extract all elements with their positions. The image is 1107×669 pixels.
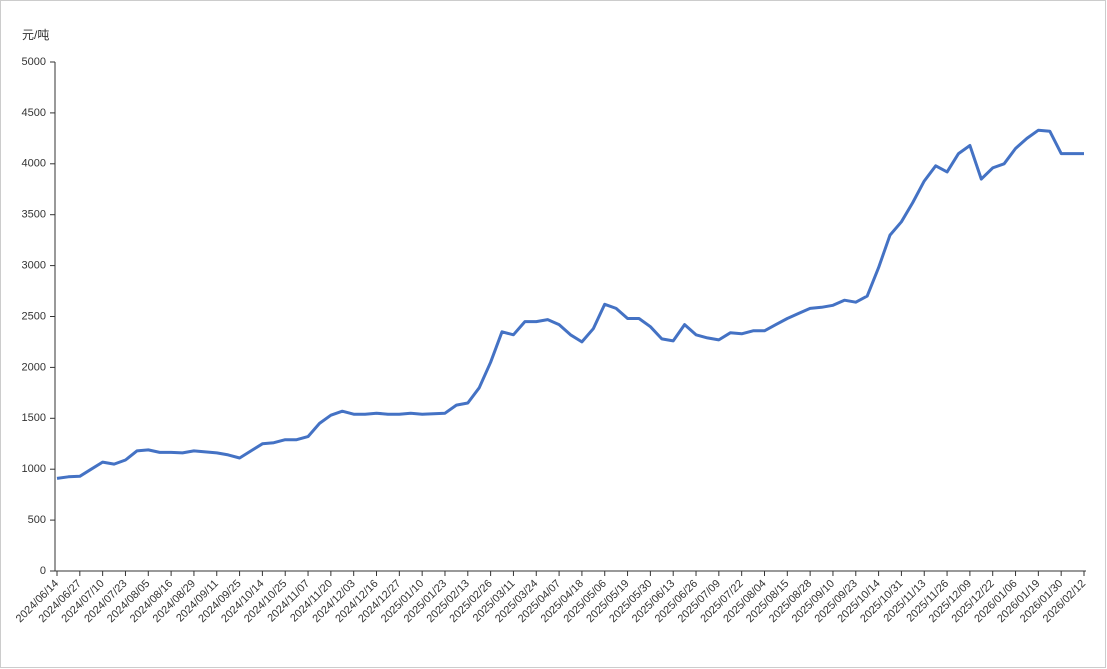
y-tick-label: 3000 — [22, 260, 46, 272]
y-unit: 元/吨 — [22, 28, 49, 42]
y-tick-label: 3500 — [22, 209, 46, 221]
y-tick-label: 500 — [28, 514, 46, 526]
y-tick-label: 1000 — [22, 463, 46, 475]
series-line — [56, 128, 1084, 480]
y-tick-label: 5000 — [22, 56, 46, 68]
y-tick-label: 2000 — [22, 361, 46, 373]
y-tick-label: 4000 — [22, 158, 46, 170]
y-tick-label: 0 — [40, 565, 46, 577]
y-tick-label: 2500 — [22, 310, 46, 322]
y-tick-label: 1500 — [22, 412, 46, 424]
y-tick-label: 4500 — [22, 107, 46, 119]
